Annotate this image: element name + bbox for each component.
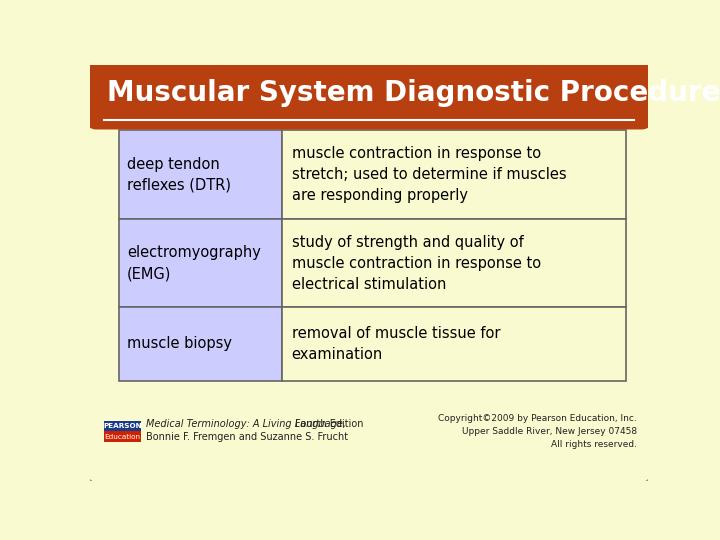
- Text: PEARSON: PEARSON: [103, 423, 142, 429]
- FancyBboxPatch shape: [87, 56, 651, 130]
- Bar: [120, 219, 282, 307]
- Bar: [282, 130, 626, 219]
- Bar: [104, 421, 141, 431]
- Text: removal of muscle tissue for
examination: removal of muscle tissue for examination: [292, 326, 500, 362]
- Bar: [120, 130, 282, 219]
- Bar: [282, 307, 626, 381]
- Bar: [104, 431, 141, 442]
- Text: muscle contraction in response to
stretch; used to determine if muscles
are resp: muscle contraction in response to stretc…: [292, 146, 566, 203]
- FancyBboxPatch shape: [87, 62, 651, 484]
- Text: study of strength and quality of
muscle contraction in response to
electrical st: study of strength and quality of muscle …: [292, 234, 541, 292]
- Text: Medical Terminology: A Living Language,: Medical Terminology: A Living Language,: [145, 420, 346, 429]
- Text: Education: Education: [104, 434, 140, 440]
- Bar: [282, 219, 626, 307]
- Text: Fourth Edition: Fourth Edition: [292, 420, 364, 429]
- Text: Bonnie F. Fremgen and Suzanne S. Frucht: Bonnie F. Fremgen and Suzanne S. Frucht: [145, 433, 348, 442]
- Text: muscle biopsy: muscle biopsy: [127, 336, 232, 352]
- Bar: [120, 307, 282, 381]
- Text: Muscular System Diagnostic Procedures: Muscular System Diagnostic Procedures: [107, 78, 720, 106]
- Text: Copyright©2009 by Pearson Education, Inc.
Upper Saddle River, New Jersey 07458
A: Copyright©2009 by Pearson Education, Inc…: [438, 414, 637, 449]
- Text: electromyography
(EMG): electromyography (EMG): [127, 245, 261, 281]
- Text: deep tendon
reflexes (DTR): deep tendon reflexes (DTR): [127, 157, 231, 193]
